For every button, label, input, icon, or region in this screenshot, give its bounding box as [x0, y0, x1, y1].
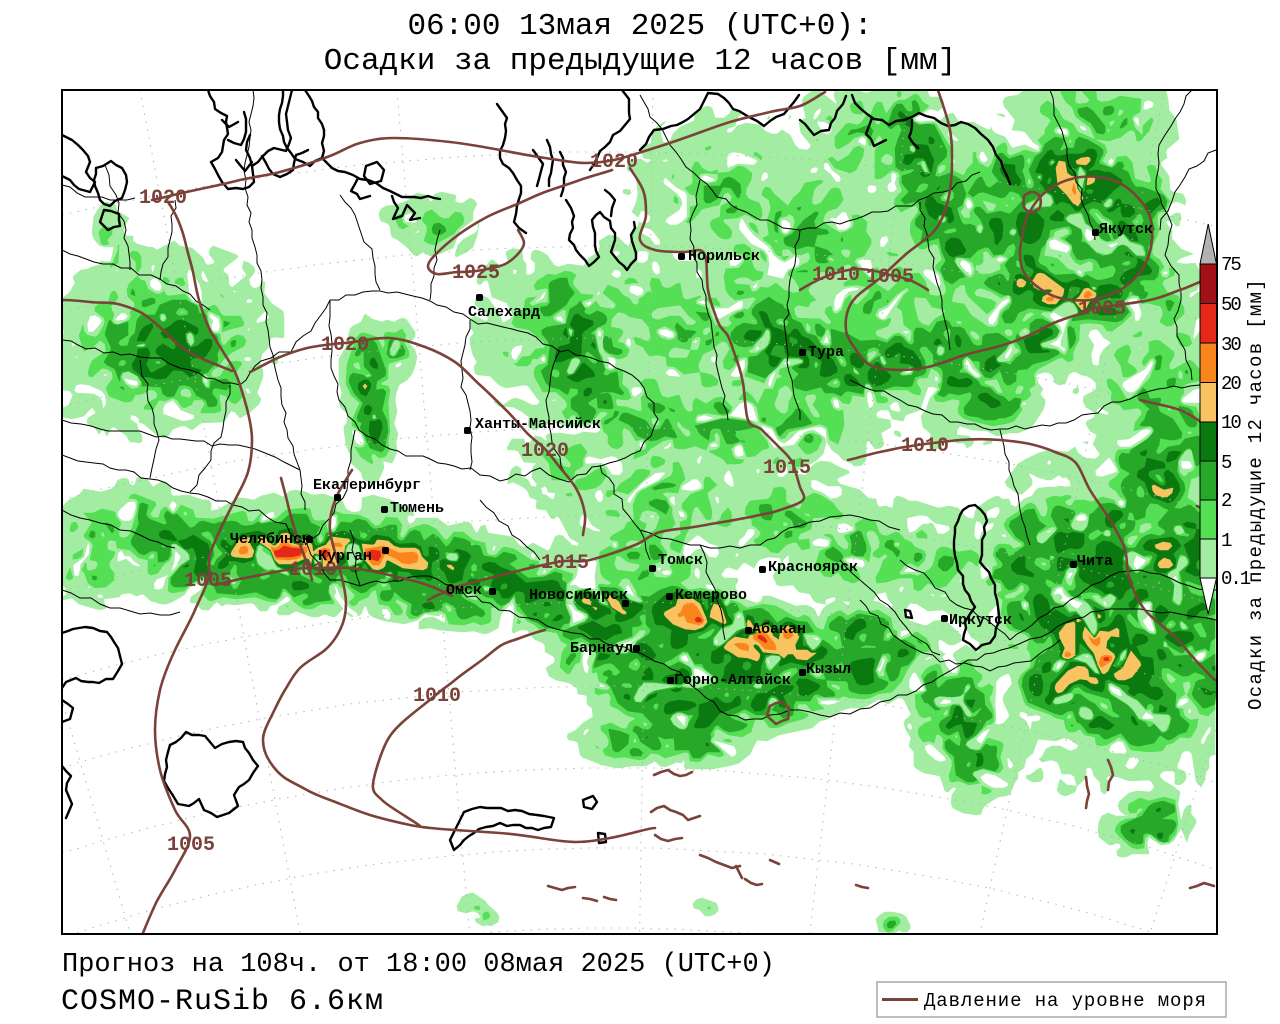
- svg-text:Томск: Томск: [658, 552, 703, 569]
- svg-text:1005: 1005: [866, 266, 914, 289]
- svg-text:Давление на уровне моря: Давление на уровне моря: [924, 990, 1207, 1012]
- svg-text:Норильск: Норильск: [688, 248, 760, 265]
- svg-text:1020: 1020: [590, 151, 638, 174]
- svg-text:1010: 1010: [289, 559, 337, 582]
- svg-text:06:00 13мая 2025 (UTC+0):: 06:00 13мая 2025 (UTC+0):: [407, 9, 872, 44]
- svg-text:Осадки за предыдущие 12 часов: Осадки за предыдущие 12 часов [мм]: [324, 44, 957, 79]
- svg-text:1015: 1015: [763, 457, 811, 480]
- svg-text:2: 2: [1221, 490, 1232, 512]
- svg-text:Барнаул: Барнаул: [570, 640, 633, 657]
- svg-text:1005: 1005: [167, 834, 215, 857]
- svg-text:5: 5: [1221, 452, 1232, 474]
- svg-text:Кемерово: Кемерово: [675, 587, 747, 604]
- svg-text:Кызыл: Кызыл: [806, 661, 851, 678]
- svg-text:50: 50: [1221, 294, 1241, 316]
- svg-text:Горно-Алтайск: Горно-Алтайск: [674, 672, 791, 689]
- svg-text:1010: 1010: [901, 435, 949, 458]
- svg-text:COSMO-RuSib 6.6км: COSMO-RuSib 6.6км: [61, 985, 384, 1019]
- svg-text:20: 20: [1221, 373, 1241, 395]
- svg-text:Челябинск: Челябинск: [230, 531, 311, 548]
- svg-text:1010: 1010: [413, 685, 461, 708]
- svg-text:1010: 1010: [812, 264, 860, 287]
- svg-text:1005: 1005: [184, 570, 232, 593]
- svg-text:75: 75: [1221, 254, 1241, 276]
- svg-text:0.1: 0.1: [1221, 568, 1251, 590]
- svg-text:Омск: Омск: [446, 582, 482, 599]
- svg-text:Тура: Тура: [808, 344, 844, 361]
- svg-text:1020: 1020: [139, 187, 187, 210]
- svg-text:Абакан: Абакан: [752, 621, 806, 638]
- svg-text:1015: 1015: [541, 552, 589, 575]
- svg-text:Иркутск: Иркутск: [949, 612, 1012, 629]
- svg-text:Якутск: Якутск: [1099, 221, 1153, 238]
- svg-text:Красноярск: Красноярск: [768, 559, 858, 576]
- svg-text:1025: 1025: [452, 262, 500, 285]
- svg-text:1020: 1020: [321, 334, 369, 357]
- svg-text:Курган: Курган: [318, 548, 372, 565]
- svg-text:1: 1: [1221, 530, 1232, 552]
- svg-text:Осадки за предыдущие 12 часов: Осадки за предыдущие 12 часов [мм]: [1245, 278, 1267, 710]
- svg-text:Прогноз на 108ч. от 18:00 08ма: Прогноз на 108ч. от 18:00 08мая 2025 (UT…: [62, 950, 775, 980]
- svg-text:1005: 1005: [1078, 298, 1126, 321]
- svg-text:Ханты-Мансийск: Ханты-Мансийск: [475, 416, 601, 433]
- svg-text:10: 10: [1221, 412, 1241, 434]
- svg-text:30: 30: [1221, 334, 1241, 356]
- svg-text:Екатеринбург: Екатеринбург: [313, 477, 421, 494]
- svg-text:Салехард: Салехард: [468, 304, 540, 321]
- svg-text:1020: 1020: [521, 440, 569, 463]
- svg-text:Новосибирск: Новосибирск: [529, 587, 628, 604]
- svg-text:Чита: Чита: [1077, 553, 1113, 570]
- svg-text:Тюмень: Тюмень: [390, 500, 444, 517]
